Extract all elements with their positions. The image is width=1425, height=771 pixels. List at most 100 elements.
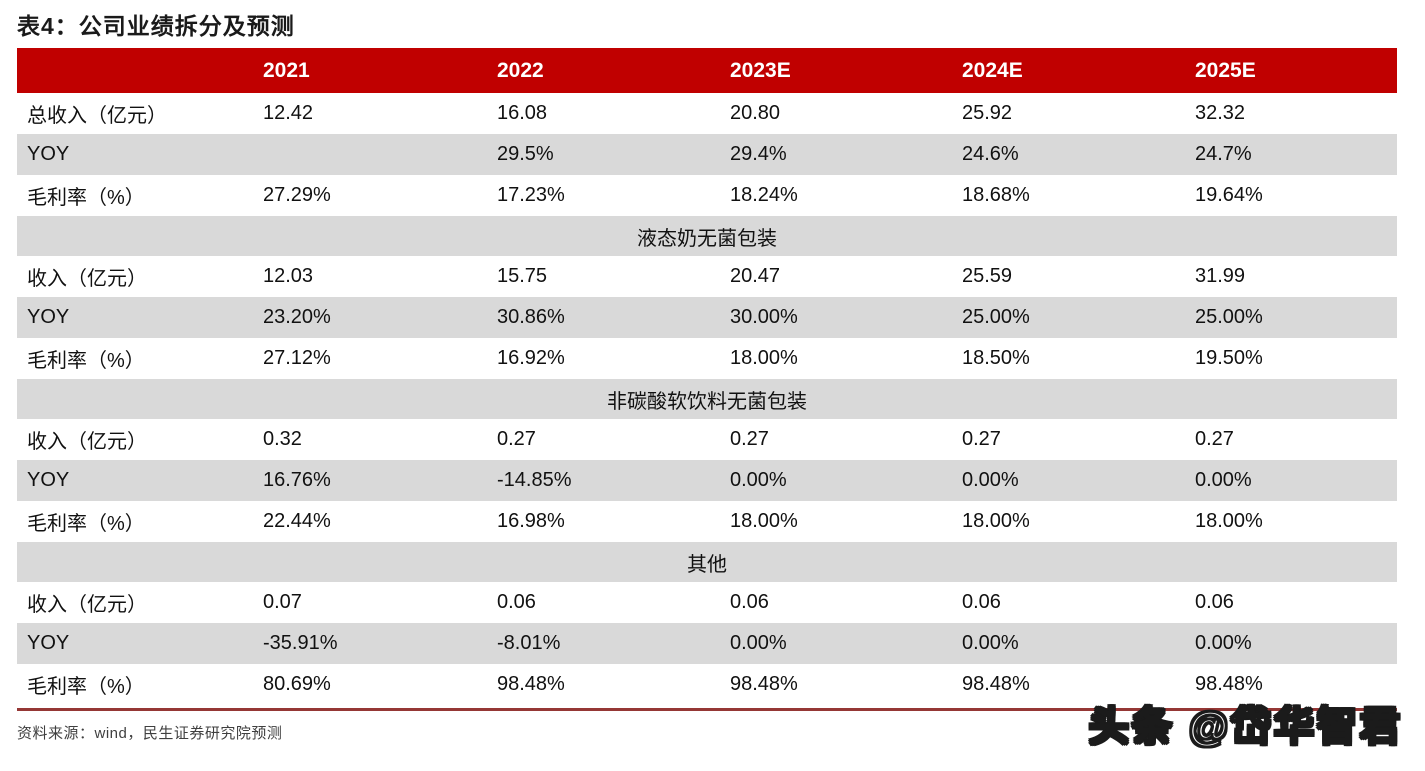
section-row: 其他	[17, 542, 1397, 582]
value-cell: 98.48%	[1195, 673, 1263, 695]
table-row: YOY 23.20% 30.86% 30.00% 25.00% 25.00%	[17, 297, 1397, 338]
value-cell: 0.00%	[1195, 632, 1252, 654]
value-cell: 16.76%	[263, 469, 331, 491]
table-row: 毛利率（%） 80.69% 98.48% 98.48% 98.48% 98.48%	[17, 664, 1397, 705]
value-cell: 20.80	[730, 102, 781, 124]
table-row: 毛利率（%） 27.12% 16.92% 18.00% 18.50% 19.50%	[17, 338, 1397, 379]
table-row: 收入（亿元） 12.03 15.75 20.47 25.59 31.99	[17, 256, 1397, 297]
forecast-table: 2021 2022 2023E 2024E 2025E 总收入（亿元） 12.42 16.08…	[17, 48, 1397, 705]
value-cell: 25.92	[962, 102, 1013, 124]
header-row: 2021 2022 2023E 2024E 2025E	[17, 48, 1397, 93]
section-row: 液态奶无菌包装	[17, 216, 1397, 256]
value-cell: -14.85%	[497, 469, 572, 491]
value-cell: 18.00%	[962, 510, 1030, 532]
value-cell: 30.00%	[730, 306, 798, 328]
value-cell: 12.42	[263, 102, 314, 124]
row-label: YOY	[27, 469, 70, 491]
row-label: 毛利率（%）	[27, 187, 145, 209]
value-cell: 29.5%	[497, 143, 554, 165]
value-cell: 98.48%	[962, 673, 1030, 695]
header-cell-year: 2021	[263, 58, 310, 82]
value-cell: 25.00%	[962, 306, 1030, 328]
row-label: 毛利率（%）	[27, 350, 145, 372]
header-cell-year: 2023E	[730, 58, 791, 82]
table-row: YOY 16.76% -14.85% 0.00% 0.00% 0.00%	[17, 460, 1397, 501]
value-cell: 0.27	[962, 428, 1001, 450]
table-row: 收入（亿元） 0.07 0.06 0.06 0.06 0.06	[17, 582, 1397, 623]
value-cell: 0.00%	[1195, 469, 1252, 491]
value-cell: 30.86%	[497, 306, 565, 328]
row-label: 毛利率（%）	[27, 513, 145, 535]
value-cell: 27.12%	[263, 347, 331, 369]
value-cell: 17.23%	[497, 184, 565, 206]
watermark-text: 头条 @岱华智君	[1088, 704, 1403, 750]
row-label: YOY	[27, 306, 70, 328]
value-cell: 0.27	[1195, 428, 1234, 450]
value-cell: -8.01%	[497, 632, 561, 654]
value-cell: 24.6%	[962, 143, 1019, 165]
value-cell: 0.27	[730, 428, 769, 450]
value-cell: 0.27	[497, 428, 536, 450]
value-cell: 0.06	[497, 591, 536, 613]
source-note: 资料来源：wind，民生证券研究院预测	[17, 725, 283, 742]
table-row: YOY -35.91% -8.01% 0.00% 0.00% 0.00%	[17, 623, 1397, 664]
value-cell: 0.07	[263, 591, 302, 613]
value-cell: 18.00%	[730, 510, 798, 532]
bottom-divider	[17, 708, 1397, 711]
section-row: 非碳酸软饮料无菌包装	[17, 379, 1397, 419]
table-row: 毛利率（%） 22.44% 16.98% 18.00% 18.00% 18.00%	[17, 501, 1397, 542]
value-cell: 0.06	[730, 591, 769, 613]
value-cell: 32.32	[1195, 102, 1246, 124]
value-cell: 12.03	[263, 265, 314, 287]
value-cell: 98.48%	[730, 673, 798, 695]
value-cell: 0.00%	[962, 632, 1019, 654]
table-row: 毛利率（%） 27.29% 17.23% 18.24% 18.68% 19.64%	[17, 175, 1397, 216]
section-title: 其他	[687, 553, 727, 576]
value-cell: 80.69%	[263, 673, 331, 695]
row-label: 总收入（亿元）	[27, 105, 167, 127]
value-cell: 31.99	[1195, 265, 1246, 287]
value-cell: 0.06	[1195, 591, 1234, 613]
header-cell-year: 2024E	[962, 58, 1023, 82]
table-row: 总收入（亿元） 12.42 16.08 20.80 25.92 32.32	[17, 93, 1397, 134]
value-cell: 18.24%	[730, 184, 798, 206]
value-cell: 19.50%	[1195, 347, 1263, 369]
value-cell: 19.64%	[1195, 184, 1263, 206]
row-label: 收入（亿元）	[27, 268, 147, 290]
table-row: 收入（亿元） 0.32 0.27 0.27 0.27 0.27	[17, 419, 1397, 460]
value-cell: 0.32	[263, 428, 302, 450]
value-cell: 22.44%	[263, 510, 331, 532]
section-title: 非碳酸软饮料无菌包装	[607, 390, 807, 413]
header-cell-year: 2022	[497, 58, 544, 82]
value-cell: 18.68%	[962, 184, 1030, 206]
section-title: 液态奶无菌包装	[637, 227, 777, 250]
value-cell: -35.91%	[263, 632, 338, 654]
value-cell: 0.00%	[730, 632, 787, 654]
value-cell: 15.75	[497, 265, 548, 287]
row-label: YOY	[27, 632, 70, 654]
row-label: 收入（亿元）	[27, 431, 147, 453]
row-label: 毛利率（%）	[27, 676, 145, 698]
value-cell: 18.00%	[730, 347, 798, 369]
header-cell-year: 2025E	[1195, 58, 1256, 82]
value-cell: 25.00%	[1195, 306, 1263, 328]
value-cell: 24.7%	[1195, 143, 1252, 165]
value-cell: 0.00%	[730, 469, 787, 491]
table-title: 表4：公司业绩拆分及预测	[17, 13, 295, 39]
value-cell: 0.00%	[962, 469, 1019, 491]
value-cell: 23.20%	[263, 306, 331, 328]
value-cell: 25.59	[962, 265, 1013, 287]
value-cell: 20.47	[730, 265, 781, 287]
value-cell: 0.06	[962, 591, 1001, 613]
value-cell: 18.00%	[1195, 510, 1263, 532]
value-cell: 16.08	[497, 102, 548, 124]
value-cell: 98.48%	[497, 673, 565, 695]
value-cell: 16.92%	[497, 347, 565, 369]
row-label: 收入（亿元）	[27, 594, 147, 616]
row-label: YOY	[27, 143, 70, 165]
value-cell: 27.29%	[263, 184, 331, 206]
value-cell: 16.98%	[497, 510, 565, 532]
value-cell: 18.50%	[962, 347, 1030, 369]
value-cell: 29.4%	[730, 143, 787, 165]
